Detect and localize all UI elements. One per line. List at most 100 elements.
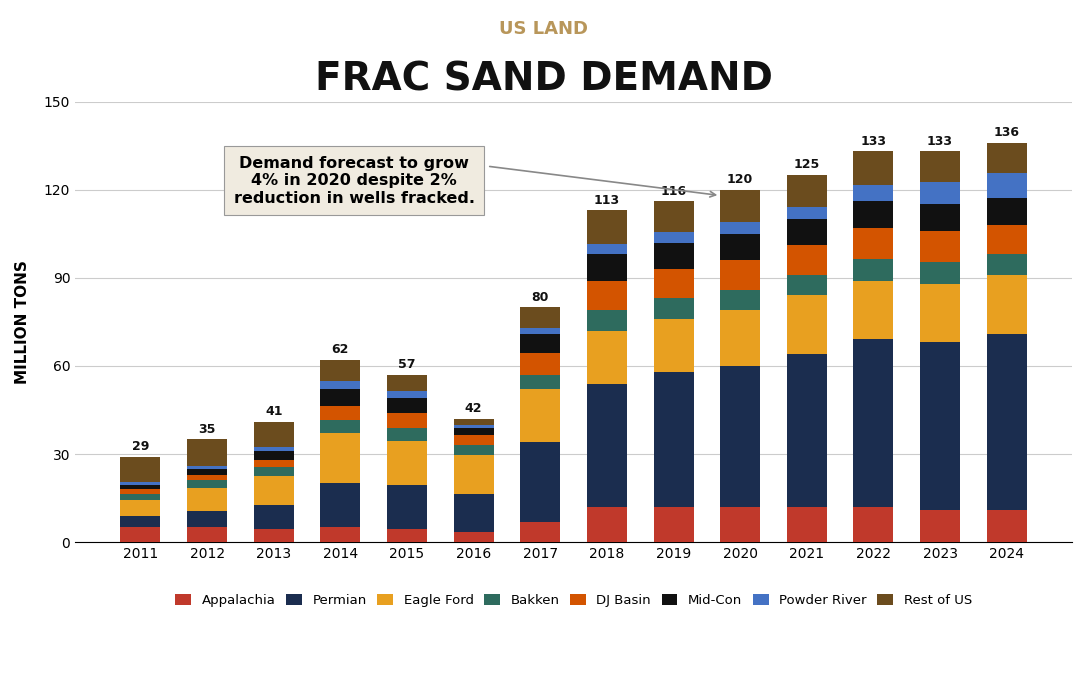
- Bar: [920, 510, 960, 542]
- Bar: [587, 281, 627, 310]
- Bar: [587, 244, 627, 254]
- Bar: [453, 425, 493, 427]
- Bar: [653, 298, 694, 319]
- Bar: [187, 439, 227, 466]
- Bar: [787, 246, 827, 275]
- Text: 120: 120: [727, 173, 753, 186]
- Bar: [453, 427, 493, 435]
- Bar: [787, 275, 827, 296]
- Text: 35: 35: [198, 423, 215, 436]
- Text: 80: 80: [532, 291, 549, 304]
- Bar: [653, 319, 694, 372]
- Bar: [187, 511, 227, 527]
- Bar: [453, 418, 493, 425]
- Text: 57: 57: [398, 358, 415, 371]
- Bar: [853, 185, 894, 201]
- Bar: [521, 442, 560, 522]
- Text: 116: 116: [661, 185, 687, 198]
- Bar: [721, 234, 760, 260]
- Bar: [321, 381, 360, 389]
- Bar: [253, 476, 293, 506]
- Bar: [187, 466, 227, 468]
- Bar: [187, 527, 227, 542]
- Bar: [787, 219, 827, 246]
- Bar: [387, 485, 427, 529]
- Bar: [853, 259, 894, 281]
- Bar: [587, 331, 627, 383]
- Bar: [587, 383, 627, 507]
- Bar: [721, 366, 760, 507]
- Bar: [787, 207, 827, 219]
- Bar: [121, 493, 161, 500]
- Bar: [787, 354, 827, 507]
- Bar: [987, 142, 1027, 173]
- Bar: [987, 275, 1027, 333]
- Legend: Appalachia, Permian, Eagle Ford, Bakken, DJ Basin, Mid-Con, Powder River, Rest o: Appalachia, Permian, Eagle Ford, Bakken,…: [170, 589, 977, 612]
- Text: 62: 62: [332, 344, 349, 356]
- Bar: [187, 481, 227, 488]
- Text: 113: 113: [594, 194, 620, 207]
- Bar: [920, 284, 960, 342]
- Bar: [653, 242, 694, 269]
- Bar: [387, 413, 427, 427]
- Text: 42: 42: [465, 402, 483, 415]
- Bar: [453, 435, 493, 446]
- Bar: [253, 422, 293, 447]
- Bar: [387, 375, 427, 391]
- Text: 136: 136: [994, 126, 1020, 139]
- Bar: [387, 427, 427, 441]
- Text: FRAC SAND DEMAND: FRAC SAND DEMAND: [314, 61, 773, 99]
- Bar: [387, 441, 427, 485]
- Bar: [521, 375, 560, 389]
- Bar: [121, 457, 161, 482]
- Bar: [587, 210, 627, 244]
- Bar: [920, 231, 960, 262]
- Bar: [387, 529, 427, 542]
- Text: 133: 133: [927, 135, 953, 148]
- Bar: [121, 516, 161, 527]
- Bar: [521, 522, 560, 542]
- Bar: [987, 173, 1027, 198]
- Bar: [920, 182, 960, 205]
- Bar: [121, 489, 161, 493]
- Bar: [721, 507, 760, 542]
- Bar: [387, 391, 427, 398]
- Bar: [121, 485, 161, 489]
- Bar: [653, 232, 694, 242]
- Bar: [853, 281, 894, 340]
- Bar: [321, 433, 360, 483]
- Bar: [721, 290, 760, 310]
- Text: Demand forecast to grow
4% in 2020 despite 2%
reduction in wells fracked.: Demand forecast to grow 4% in 2020 despi…: [234, 156, 475, 206]
- Text: 125: 125: [794, 159, 820, 171]
- Bar: [853, 201, 894, 228]
- Bar: [321, 483, 360, 527]
- Bar: [453, 493, 493, 532]
- Bar: [521, 389, 560, 442]
- Bar: [321, 527, 360, 542]
- Bar: [121, 482, 161, 485]
- Bar: [853, 151, 894, 185]
- Bar: [920, 262, 960, 284]
- Bar: [987, 254, 1027, 275]
- Bar: [453, 532, 493, 542]
- Bar: [253, 529, 293, 542]
- Y-axis label: MILLION TONS: MILLION TONS: [15, 260, 30, 384]
- Text: 29: 29: [132, 440, 149, 454]
- Bar: [521, 352, 560, 375]
- Bar: [721, 190, 760, 222]
- Bar: [920, 205, 960, 231]
- Text: 41: 41: [265, 405, 283, 418]
- Bar: [253, 506, 293, 529]
- Bar: [587, 310, 627, 331]
- Bar: [453, 446, 493, 456]
- Bar: [521, 307, 560, 327]
- Bar: [521, 327, 560, 333]
- Bar: [253, 447, 293, 451]
- Bar: [187, 488, 227, 511]
- Bar: [920, 151, 960, 182]
- Bar: [121, 500, 161, 516]
- Text: US LAND: US LAND: [499, 20, 588, 38]
- Bar: [853, 507, 894, 542]
- Bar: [587, 507, 627, 542]
- Bar: [521, 333, 560, 352]
